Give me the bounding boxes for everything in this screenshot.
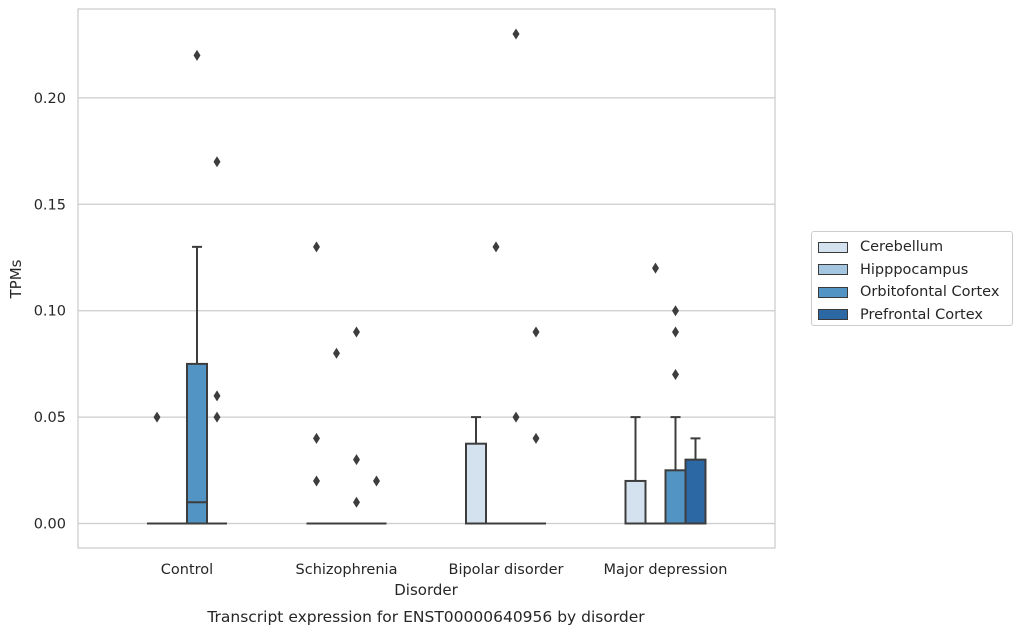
x-tick-label: Major depression [604, 562, 728, 578]
outlier-point [672, 305, 679, 317]
outlier-point [333, 347, 340, 359]
boxes [147, 245, 707, 525]
legend-label: Prefrontal Cortex [860, 306, 983, 323]
y-tick-label: 0.20 [34, 91, 66, 107]
outlier-point [213, 411, 221, 423]
x-tick-label: Schizophrenia [296, 562, 398, 578]
box [624, 479, 647, 525]
outlier-point [532, 326, 540, 338]
box [684, 458, 707, 525]
box-group [624, 416, 647, 525]
legend-item: Prefrontal Cortex [818, 304, 1012, 327]
outlier-point [353, 326, 360, 338]
legend-item: Orbitofontal Cortex [818, 281, 1012, 304]
legend-swatch [818, 264, 848, 276]
legend-label: Cerebellum [860, 239, 944, 256]
legend-swatch [818, 309, 848, 321]
y-axis-label: TPMs [7, 259, 25, 299]
x-axis-label: Disorder [394, 581, 458, 599]
chart-caption: Transcript expression for ENST0000064095… [206, 608, 645, 626]
gridlines [78, 97, 775, 525]
outlier-point [492, 241, 500, 253]
box [465, 442, 487, 525]
legend-item: Hipppocampus [818, 259, 1012, 282]
outlier-point [373, 475, 380, 487]
outliers [153, 28, 679, 508]
legend-swatch [818, 286, 848, 298]
legend: Cerebellum Hipppocampus Orbitofontal Cor… [811, 231, 1013, 326]
box [186, 362, 208, 525]
legend-label: Orbitofontal Cortex [860, 284, 1000, 301]
outlier-point [532, 432, 540, 444]
outlier-point [353, 454, 360, 466]
box-group [465, 416, 487, 525]
outlier-point [213, 390, 221, 402]
outlier-point [313, 241, 320, 253]
legend-label: Hipppocampus [860, 261, 969, 278]
outlier-point [313, 475, 320, 487]
outlier-point [213, 156, 221, 168]
outlier-point [153, 411, 161, 423]
outlier-point [652, 262, 659, 274]
y-tick-label: 0.15 [34, 197, 66, 213]
outlier-point [512, 411, 520, 423]
y-tick-labels: 0.00 0.05 0.10 0.15 0.20 [34, 91, 66, 533]
outlier-point [672, 326, 679, 338]
outlier-point [512, 28, 520, 40]
legend-swatch [818, 241, 848, 253]
y-tick-label: 0.05 [34, 410, 66, 426]
y-tick-label: 0.00 [34, 517, 66, 533]
x-tick-labels: Control Schizophrenia Bipolar disorder Majo… [161, 562, 728, 578]
plot-area-frame [77, 8, 776, 549]
x-tick-label: Bipolar disorder [449, 562, 564, 578]
legend-item: Cerebellum [818, 236, 1012, 259]
x-tick-label: Control [161, 562, 213, 578]
outlier-point [193, 49, 201, 61]
outlier-point [672, 369, 679, 381]
outlier-point [353, 496, 360, 508]
box-group [186, 245, 208, 525]
box [664, 469, 687, 525]
outlier-point [313, 432, 320, 444]
box-group [664, 416, 687, 525]
y-tick-label: 0.10 [34, 304, 66, 320]
box-group [684, 437, 707, 525]
